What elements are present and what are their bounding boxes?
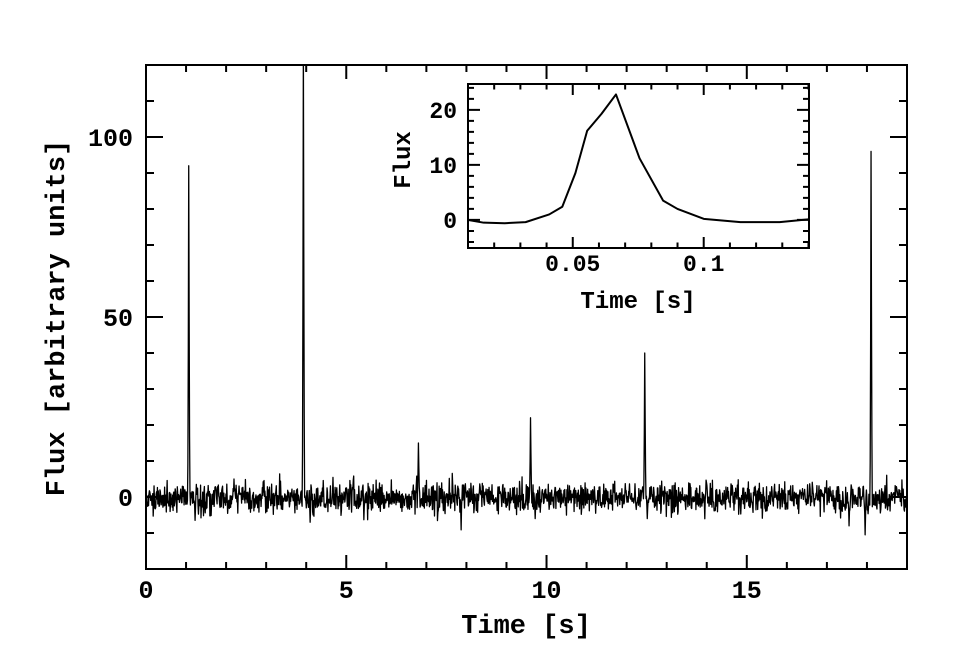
gen-inset-y-tick-label: 20	[429, 99, 457, 125]
gen-inset-y-tick-label: 10	[429, 154, 457, 180]
inset-y-axis-title: Flux	[391, 131, 418, 189]
gen-main-x-tick-label: 5	[339, 577, 354, 606]
main-plot-frame	[145, 64, 908, 570]
inset-x-axis-title: Time [s]	[580, 289, 695, 316]
main-x-axis-title: Time [s]	[461, 612, 591, 642]
gen-main-x-tick-label: 0	[138, 577, 153, 606]
inset-pulse-profile-trace	[469, 93, 808, 225]
inset-plot-frame	[467, 83, 810, 249]
gen-main-x-tick-label: 10	[532, 577, 562, 606]
gen-main-y-tick-label: 100	[88, 125, 133, 154]
main-flux-trace	[147, 66, 906, 536]
gen-main-y-tick-label: 50	[103, 305, 133, 334]
gen-main-x-tick-label: 15	[732, 577, 762, 606]
gen-inset-x-tick-label: 0.05	[545, 252, 600, 278]
gen-main-y-tick-label: 0	[118, 485, 133, 514]
gen-inset-y-tick-label: 0	[443, 209, 457, 235]
inset-plot-area: 0.05 0.1 0 10 20	[429, 84, 810, 278]
main-y-axis-title: Flux [arbitrary units]	[43, 140, 73, 496]
gen-inset-x-tick-label: 0.1	[683, 252, 724, 278]
